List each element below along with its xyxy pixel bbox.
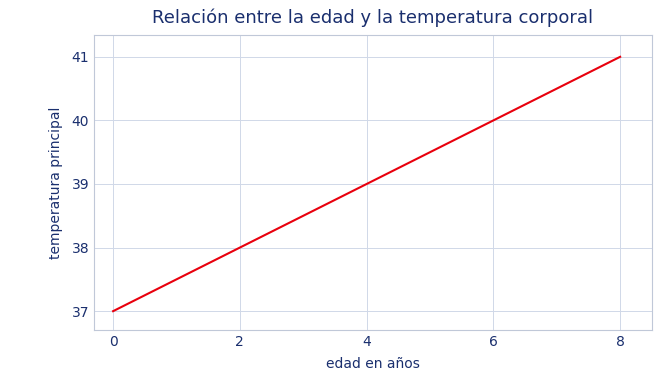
X-axis label: edad en años: edad en años [326, 358, 420, 371]
Y-axis label: temperatura principal: temperatura principal [49, 106, 63, 258]
Title: Relación entre la edad y la temperatura corporal: Relación entre la edad y la temperatura … [153, 9, 593, 27]
